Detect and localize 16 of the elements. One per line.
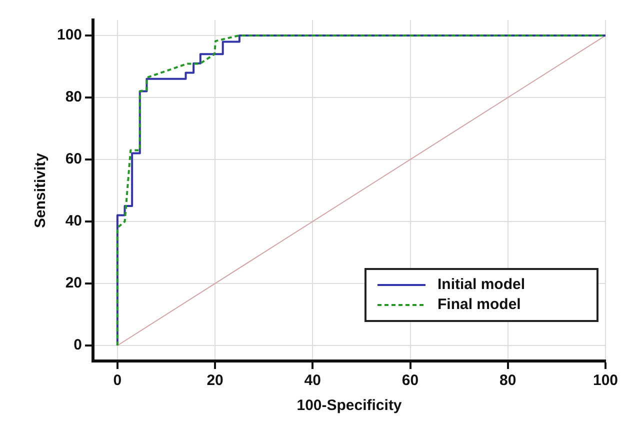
- x-tick-label: 0: [113, 372, 122, 390]
- x-tick-label: 20: [206, 372, 224, 390]
- y-axis-title: Sensitivity: [32, 152, 50, 228]
- y-tick-label: 80: [65, 88, 82, 106]
- legend-label: Final model: [437, 296, 521, 314]
- y-tick-label: 0: [74, 336, 82, 354]
- x-tick-label: 60: [402, 372, 419, 390]
- y-tick-label: 20: [65, 274, 82, 292]
- y-tick-label: 100: [56, 26, 82, 44]
- y-tick-label: 60: [65, 150, 82, 168]
- legend-label: Initial model: [437, 276, 525, 294]
- x-tick-label: 40: [304, 372, 321, 390]
- x-tick-label: 100: [592, 372, 618, 390]
- x-axis-title: 100-Specificity: [296, 397, 402, 414]
- y-tick-label: 40: [65, 212, 82, 230]
- x-tick-label: 80: [500, 372, 516, 390]
